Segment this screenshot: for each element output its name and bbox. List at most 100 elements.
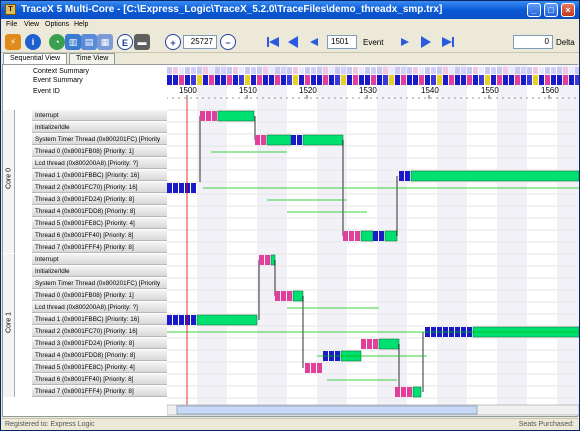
event-marker — [361, 339, 366, 349]
event-marker — [179, 315, 184, 325]
event-marker — [261, 135, 266, 145]
context-summary-cell — [287, 67, 292, 74]
event-marker — [373, 231, 378, 241]
row-label[interactable]: Thread 4 (0x8001FDD8) [Priority: 8] — [32, 206, 167, 217]
chart-icon[interactable]: ▥ — [65, 34, 81, 50]
row-label[interactable]: Initialize/Idle — [32, 266, 167, 277]
next-page-icon[interactable] — [419, 35, 433, 49]
row-label[interactable]: Interrupt — [32, 110, 167, 121]
maximize-button[interactable]: □ — [544, 3, 558, 17]
event-summary-cell — [377, 75, 382, 85]
menu-help[interactable]: Help — [74, 21, 89, 28]
row-label[interactable]: Thread 5 (0x8001FE8C) [Priority: 4] — [32, 362, 167, 373]
row-label[interactable]: Interrupt — [32, 254, 167, 265]
close-button[interactable]: × — [561, 3, 575, 17]
context-summary-cell — [407, 67, 412, 74]
event-summary-cell — [551, 75, 556, 85]
event-summary-cell — [557, 75, 562, 85]
open-file-icon[interactable]: ⚡ — [5, 34, 21, 50]
timeline-canvas[interactable]: 1500 1510 1520 1530 1540 1550 1560 — [167, 65, 579, 418]
info-icon[interactable]: i — [25, 34, 41, 50]
row-label[interactable]: Thread 4 (0x8001FDD8) [Priority: 8] — [32, 350, 167, 361]
running-segment — [410, 170, 579, 182]
zoom-out-icon[interactable]: − — [220, 34, 236, 50]
menu-options[interactable]: Options — [45, 21, 70, 28]
row-label[interactable]: Thread 0 (0x8001FB08) [Priority: 1] — [32, 146, 167, 157]
context-summary-cell — [521, 67, 526, 74]
row-label[interactable]: System Timer Thread (0x800201FC) [Priori… — [32, 134, 167, 145]
context-summary-cell — [383, 67, 388, 74]
menu-file[interactable]: File — [6, 21, 18, 28]
context-summary-cell — [323, 67, 328, 74]
event-summary-cell — [209, 75, 214, 85]
row-label[interactable]: Thread 1 (0x8001FBBC) [Priority: 16] — [32, 314, 167, 325]
context-summary-cell — [191, 67, 196, 74]
row-label[interactable]: Initialize/Idle — [32, 122, 167, 133]
event-number-field[interactable]: 1501 — [327, 35, 357, 49]
event-marker — [401, 387, 406, 397]
row-label[interactable]: Thread 6 (0x8001FF40) [Priority: 8] — [32, 230, 167, 241]
row-label[interactable]: Thread 0 (0x8001FB08) [Priority: 1] — [32, 290, 167, 301]
menu-bar: File View Options Help — [1, 19, 579, 31]
context-summary-cell — [341, 67, 346, 74]
context-summary-cell — [533, 67, 538, 74]
last-event-icon[interactable] — [441, 35, 455, 49]
running-segment — [384, 230, 398, 242]
stats-icon[interactable]: ▤ — [81, 34, 97, 50]
row-label[interactable]: System Timer Thread (0x800201FC) [Priori… — [32, 278, 167, 289]
execution-profile-icon[interactable]: E — [117, 34, 133, 50]
event-summary-cell — [545, 75, 550, 85]
report-icon[interactable]: ▦ — [97, 34, 113, 50]
zoom-in-icon[interactable]: + — [165, 34, 181, 50]
context-summary-cell — [353, 67, 358, 74]
context-summary-cell — [503, 67, 508, 74]
app-icon: T — [5, 4, 16, 15]
delta-value-field[interactable]: 0 — [513, 35, 553, 49]
event-marker — [212, 111, 217, 121]
row-label[interactable]: Lcd thread (0x800200A8) [Priority: ?] — [32, 302, 167, 313]
event-summary-cell — [473, 75, 478, 85]
row-label[interactable]: Thread 6 (0x8001FF40) [Priority: 8] — [32, 374, 167, 385]
row-label[interactable]: Thread 5 (0x8001FE8C) [Priority: 4] — [32, 218, 167, 229]
column-stripe — [497, 65, 527, 405]
row-label[interactable]: Thread 3 (0x8001FD24) [Priority: 8] — [32, 338, 167, 349]
event-summary-cell — [407, 75, 412, 85]
row-label[interactable]: Thread 7 (0x8001FFF4) [Priority: 8] — [32, 242, 167, 253]
tab-time-view[interactable]: Time View — [69, 53, 116, 64]
event-marker — [379, 231, 384, 241]
event-summary-cell — [437, 75, 442, 85]
registration-text: Registered to: Express Logic — [5, 421, 95, 428]
row-label[interactable]: Thread 2 (0x8001FC70) [Priority: 16] — [32, 326, 167, 337]
event-summary-cell — [569, 75, 574, 85]
context-summary-cell — [215, 67, 220, 74]
context-summary-cell — [527, 67, 532, 74]
first-event-icon[interactable] — [266, 35, 280, 49]
globe-icon[interactable]: ◔ — [49, 34, 65, 50]
running-segment — [196, 314, 258, 326]
row-label[interactable]: Lcd thread (0x800200A8) [Priority: ?] — [32, 158, 167, 169]
previous-event-icon[interactable] — [306, 35, 320, 49]
next-event-icon[interactable] — [399, 35, 413, 49]
event-summary-cell — [563, 75, 568, 85]
event-marker — [373, 339, 378, 349]
context-summary-cell — [401, 67, 406, 74]
zoom-value-field[interactable]: 25727 — [183, 35, 217, 49]
context-summary-cell — [317, 67, 322, 74]
event-summary-cell — [509, 75, 514, 85]
context-summary-cell — [203, 67, 208, 74]
event-id-tick: 1520 — [299, 86, 317, 95]
row-label[interactable]: Thread 1 (0x8001FBBC) [Priority: 16] — [32, 170, 167, 181]
hardware-icon[interactable]: ▬ — [134, 34, 150, 50]
row-label[interactable]: Thread 2 (0x8001FC70) [Priority: 16] — [32, 182, 167, 193]
tab-sequential-view[interactable]: Sequential View — [3, 53, 68, 64]
minimize-button[interactable]: _ — [527, 3, 541, 17]
previous-page-icon[interactable] — [286, 35, 300, 49]
row-label[interactable]: Thread 3 (0x8001FD24) [Priority: 8] — [32, 194, 167, 205]
event-summary-cell — [365, 75, 370, 85]
context-summary-cell — [233, 67, 238, 74]
event-marker — [287, 291, 292, 301]
row-label[interactable]: Thread 7 (0x8001FFF4) [Priority: 8] — [32, 386, 167, 397]
event-summary-cell — [215, 75, 220, 85]
menu-view[interactable]: View — [24, 21, 40, 28]
event-marker — [173, 315, 178, 325]
